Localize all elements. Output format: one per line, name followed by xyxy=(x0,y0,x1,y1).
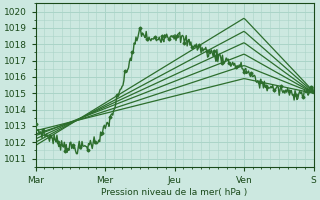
X-axis label: Pression niveau de la mer( hPa ): Pression niveau de la mer( hPa ) xyxy=(101,188,248,197)
